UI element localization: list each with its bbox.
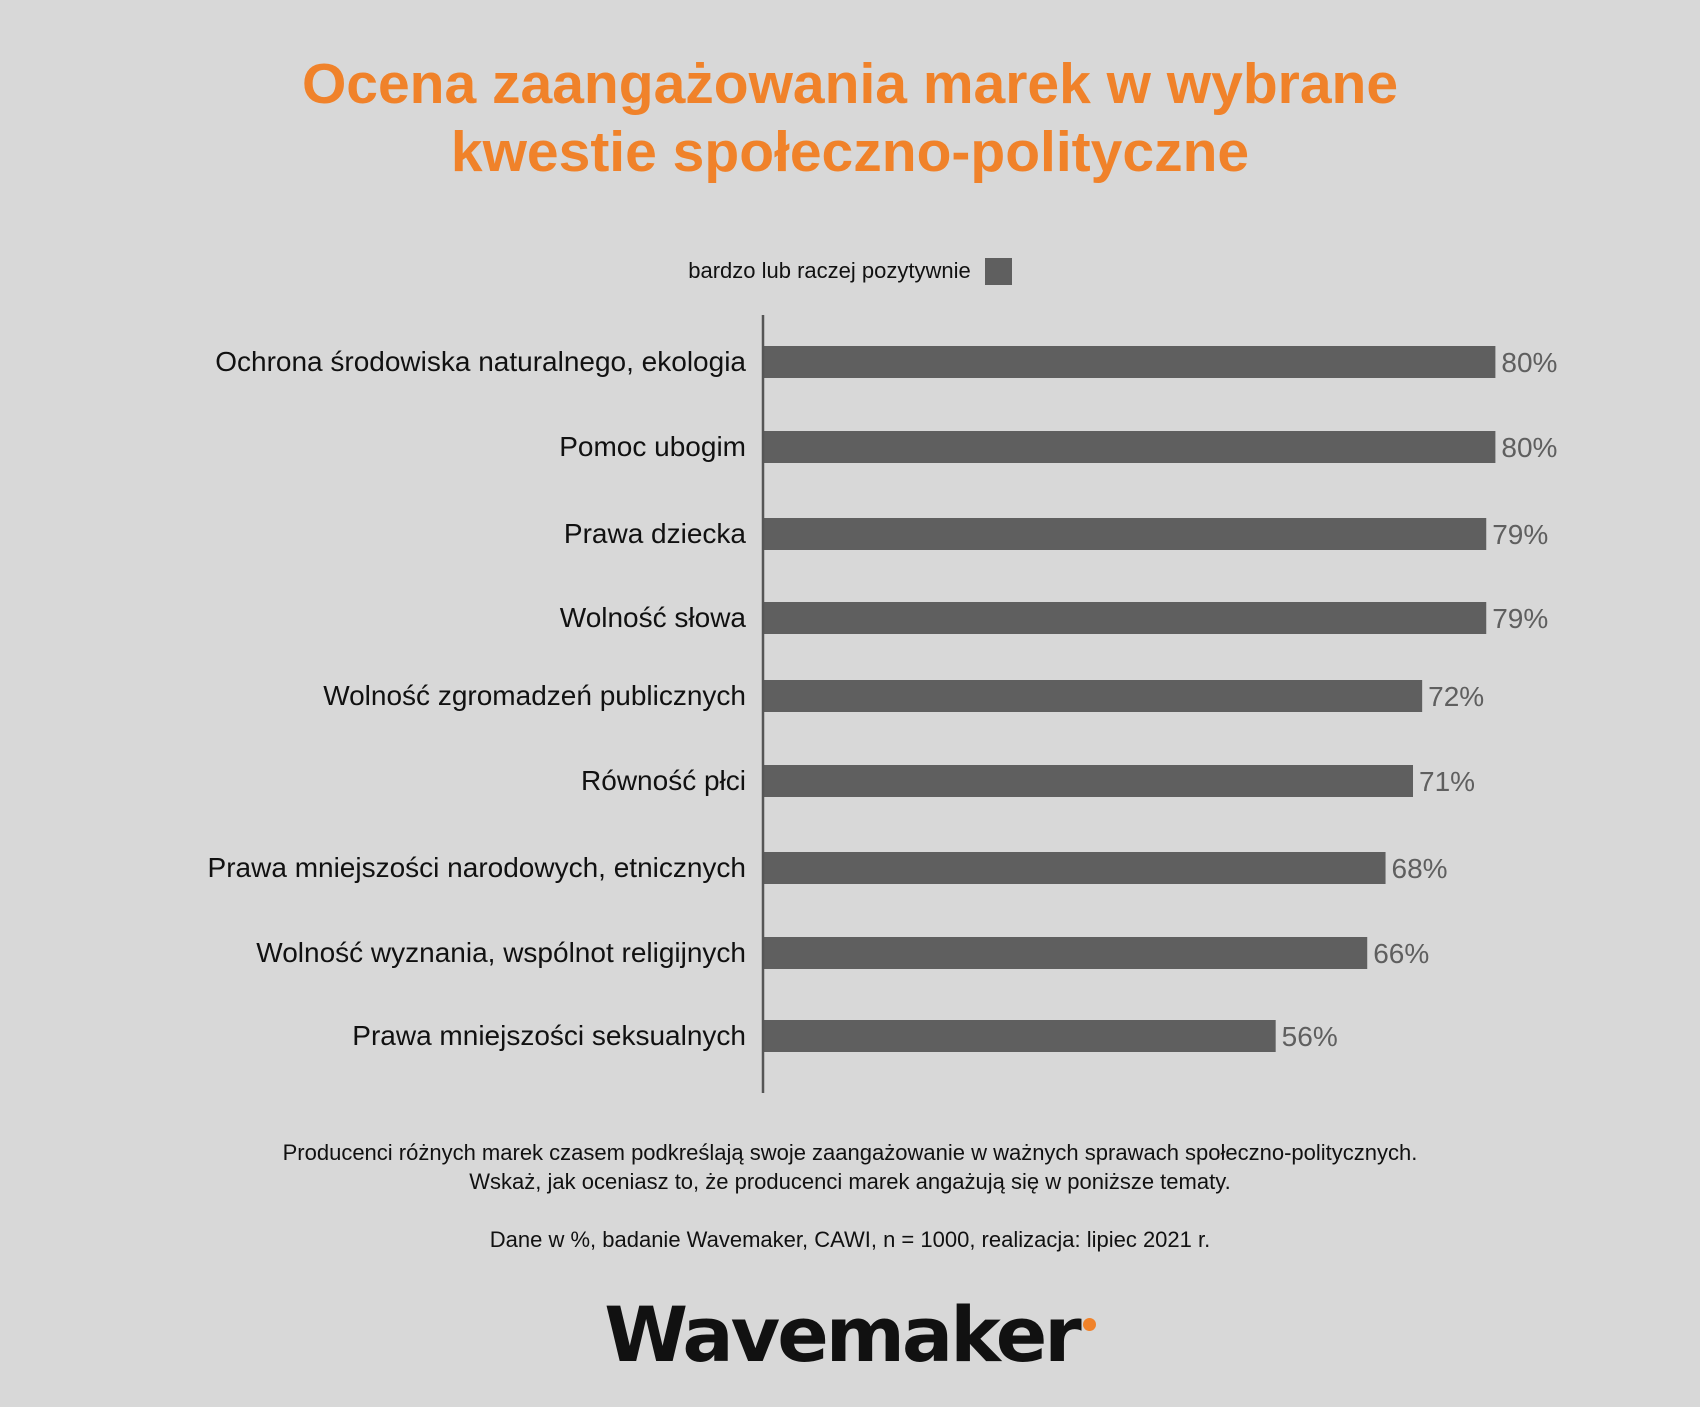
category-label: Pomoc ubogim [559, 431, 746, 462]
legend-label: bardzo lub raczej pozytywnie [688, 258, 971, 284]
category-label: Wolność zgromadzeń publicznych [323, 680, 746, 711]
chart-title-line-1: Ocena zaangażowania marek w wybrane [301, 52, 1399, 116]
bar [763, 680, 1423, 712]
chart-title: Ocena zaangażowania marek w wybrane kwes… [0, 50, 1700, 186]
data-source-note: Dane w %, badanie Wavemaker, CAWI, n = 1… [0, 1225, 1700, 1254]
bar [763, 937, 1368, 969]
category-label: Wolność słowa [560, 602, 747, 633]
value-label: 66% [1373, 938, 1429, 969]
value-label: 68% [1392, 853, 1448, 884]
survey-question: Producenci różnych marek czasem podkreśl… [0, 1138, 1700, 1196]
bar [763, 765, 1414, 797]
value-label: 72% [1428, 681, 1484, 712]
survey-question-line-1: Producenci różnych marek czasem podkreśl… [282, 1140, 1418, 1165]
bar [763, 852, 1386, 884]
legend-swatch [984, 257, 1012, 285]
value-label: 80% [1501, 432, 1557, 463]
value-label: 79% [1492, 519, 1548, 550]
category-label: Ochrona środowiska naturalnego, ekologia [215, 346, 746, 377]
chart-legend: bardzo lub raczej pozytywnie [0, 254, 1700, 287]
bar [763, 518, 1487, 550]
survey-question-line-2: Wskaż, jak oceniasz to, że producenci ma… [469, 1169, 1231, 1194]
logo-dot [1082, 1318, 1096, 1331]
category-label: Prawa mniejszości seksualnych [352, 1020, 746, 1051]
category-label: Prawa mniejszości narodowych, etnicznych [208, 852, 746, 883]
value-label: 71% [1419, 766, 1475, 797]
bar [763, 602, 1487, 634]
bar [763, 346, 1496, 378]
bar [763, 1020, 1276, 1052]
category-label: Równość płci [581, 765, 746, 796]
wavemaker-logo: Wavemaker [0, 1295, 1700, 1375]
category-label: Prawa dziecka [564, 518, 747, 549]
value-label: 80% [1501, 347, 1557, 378]
logo-text: Wavemaker [604, 1290, 1081, 1379]
data-source-text: Dane w %, badanie Wavemaker, CAWI, n = 1… [489, 1227, 1211, 1252]
bar [763, 431, 1496, 463]
chart-title-line-2: kwestie społeczno-polityczne [450, 120, 1250, 184]
value-label: 56% [1282, 1021, 1338, 1052]
value-label: 79% [1492, 603, 1548, 634]
category-label: Wolność wyznania, wspólnot religijnych [256, 937, 746, 968]
